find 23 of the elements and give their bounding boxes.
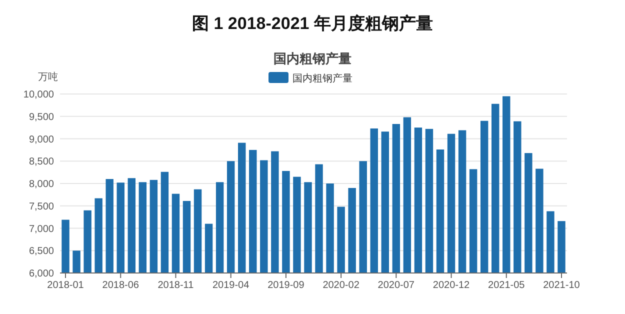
y-tick-label: 10,000 (23, 90, 54, 100)
chart-subtitle: 国内粗钢产量 (274, 51, 352, 66)
y-tick-label: 8,500 (28, 156, 54, 168)
x-tick-label: 2020-07 (378, 280, 415, 291)
chart-title: 图 1 2018-2021 年月度粗钢产量 (192, 14, 433, 33)
y-tick-label: 6,500 (28, 246, 54, 258)
x-tick-label: 2020-02 (322, 280, 360, 291)
y-axis-title: 万吨 (38, 71, 58, 83)
x-tick-label: 2018-01 (47, 280, 84, 291)
x-tick-label: 2018-06 (102, 280, 140, 291)
x-tick-label: 2019-09 (268, 280, 305, 291)
x-tick-label: 2019-04 (212, 280, 250, 291)
x-tick-label: 2021-05 (488, 280, 526, 291)
y-tick-label: 7,500 (28, 201, 54, 212)
y-tick-label: 9,000 (28, 134, 54, 146)
x-tick-label: 2020-12 (432, 280, 470, 291)
y-tick-label: 9,500 (28, 112, 54, 123)
y-tick-label: 8,000 (28, 179, 54, 190)
y-tick-label: 7,000 (28, 224, 54, 235)
x-tick-label: 2018-11 (158, 280, 194, 291)
y-tick-label: 6,000 (28, 268, 54, 280)
legend-label: 国内粗钢产量 (292, 72, 352, 84)
x-tick-label: 2021-10 (543, 280, 580, 291)
